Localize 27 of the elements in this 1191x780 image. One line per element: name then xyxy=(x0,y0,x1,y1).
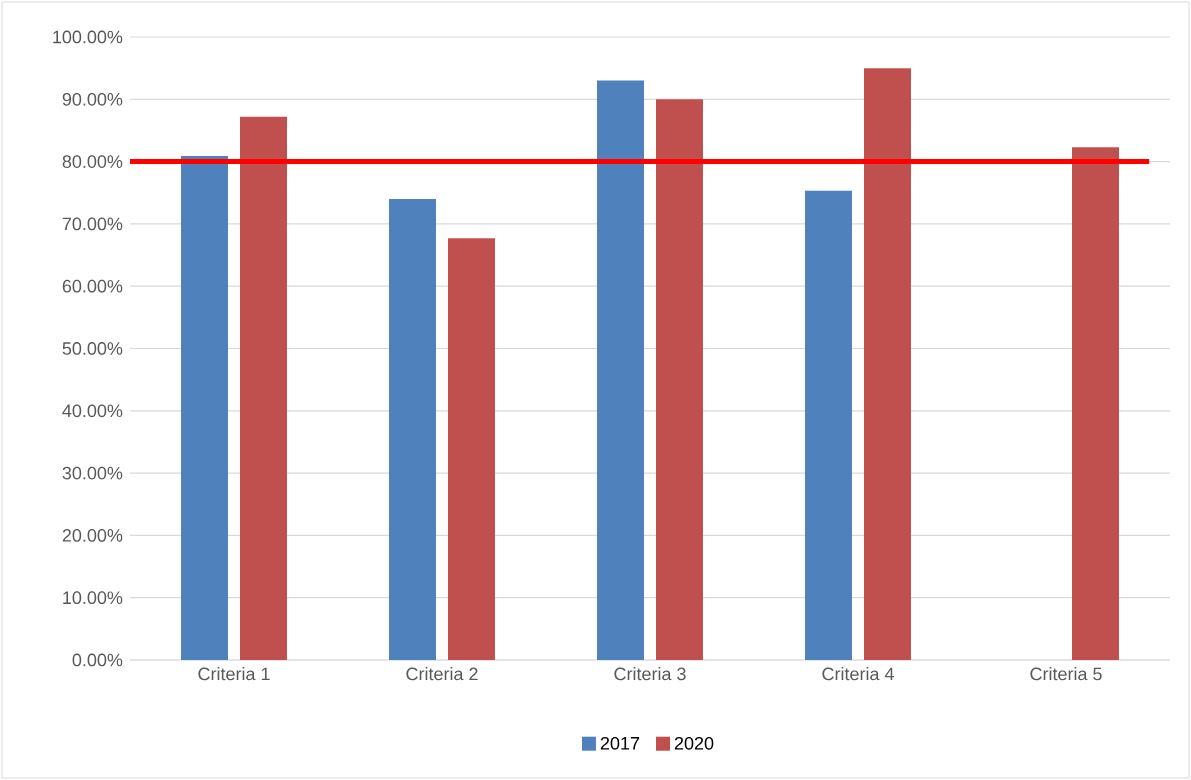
y-tick-label: 10.00% xyxy=(63,591,123,605)
bar xyxy=(656,99,703,660)
bar xyxy=(389,198,436,660)
bar xyxy=(240,116,287,660)
y-tick-label: 30.00% xyxy=(62,466,123,480)
y-tick-label: 90.00% xyxy=(62,92,123,106)
y-tick-label: 0.00% xyxy=(72,653,123,667)
x-tick-label: Criteria 2 xyxy=(406,667,478,681)
x-tick-label: Criteria 4 xyxy=(822,667,894,681)
bar xyxy=(1071,147,1119,660)
y-tick-label: 60.00% xyxy=(62,279,123,293)
y-tick-label: 50.00% xyxy=(62,342,123,355)
legend-label: 2020 xyxy=(674,736,714,750)
y-tick-label: 80.00% xyxy=(62,155,123,168)
x-tick-label: Criteria 1 xyxy=(198,667,270,681)
bar xyxy=(863,68,911,660)
bar xyxy=(448,238,495,660)
y-tick-label: 20.00% xyxy=(62,529,123,542)
y-tick-label: 100.00% xyxy=(53,30,123,44)
y-tick-label: 70.00% xyxy=(62,217,123,231)
bar xyxy=(181,155,228,660)
x-tick-label: Criteria 3 xyxy=(614,667,686,681)
y-tick-label: 40.00% xyxy=(62,404,123,418)
x-tick-label: Criteria 5 xyxy=(1030,667,1102,681)
bar xyxy=(805,190,852,660)
bar xyxy=(597,80,644,660)
legend-label: 2017 xyxy=(600,736,640,750)
